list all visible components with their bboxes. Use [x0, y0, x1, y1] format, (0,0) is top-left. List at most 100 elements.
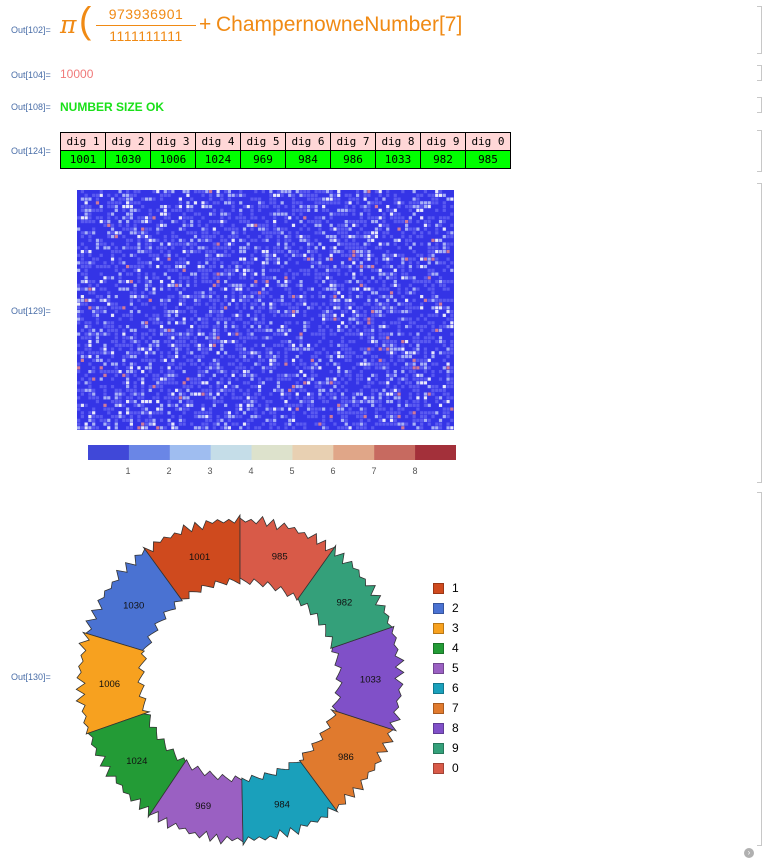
cell-bracket-108[interactable]: [757, 97, 762, 113]
donut-slice-label: 982: [336, 598, 352, 609]
donut-slice-label: 986: [338, 752, 354, 763]
donut-slice-label: 1024: [126, 756, 147, 767]
legend-swatch: [433, 682, 444, 694]
legend-swatch: [415, 445, 456, 460]
cell-bracket-102[interactable]: [757, 6, 762, 54]
legend-tick: 4: [248, 466, 254, 476]
champernowne-text: ChampernowneNumber[7]: [216, 13, 463, 36]
donut-slice-3: [75, 631, 151, 735]
legend-swatch: [433, 762, 444, 774]
digit-value: 1024: [195, 150, 241, 169]
cell-bracket-130[interactable]: [757, 492, 762, 846]
legend-label: 6: [452, 681, 459, 695]
digit-header-row: dig 1 dig 2 dig 3 dig 4 dig 5 dig 6 dig …: [60, 132, 511, 151]
out-label-104: Out[104]=: [11, 70, 51, 80]
legend-label: 1: [452, 581, 459, 595]
digit-donut-chart: 1001 1030 1006 1024 969 984 986 1033 982 985: [75, 513, 405, 847]
digit-value: 984: [285, 150, 331, 169]
legend-item-2: 2: [433, 598, 459, 618]
digit-value: 985: [465, 150, 511, 169]
legend-item-1: 1: [433, 578, 459, 598]
legend-tick: 2: [166, 466, 172, 476]
digit-value: 969: [240, 150, 286, 169]
donut-slice-label: 985: [272, 552, 288, 563]
out-label-130: Out[130]=: [11, 672, 51, 682]
legend-swatch: [128, 445, 171, 460]
color-legend-ticks: 1 2 3 4 5 6 7 8: [88, 466, 456, 478]
digit-header: dig 5: [240, 132, 286, 151]
legend-swatch: [374, 445, 416, 460]
donut-slice-label: 984: [274, 800, 290, 811]
digit-header: dig 6: [285, 132, 331, 151]
out-label-124: Out[124]=: [11, 146, 51, 156]
legend-swatch: [433, 622, 444, 634]
cell-bracket-104[interactable]: [757, 65, 762, 81]
legend-swatch: [433, 642, 444, 654]
fraction: 973936901 1111111111: [96, 6, 196, 44]
color-legend-bar: [88, 445, 456, 460]
legend-label: 3: [452, 621, 459, 635]
legend-swatch: [210, 445, 253, 460]
donut-slice-0: [239, 515, 336, 601]
legend-label: 9: [452, 741, 459, 755]
legend-label: 0: [452, 761, 459, 775]
legend-swatch: [333, 445, 375, 460]
digit-value: 982: [420, 150, 466, 169]
cell-bracket-129[interactable]: [757, 183, 762, 483]
donut-slice-label: 1001: [189, 552, 210, 563]
legend-swatch: [433, 742, 444, 754]
digit-value: 1033: [375, 150, 421, 169]
donut-slice-label: 1033: [360, 675, 381, 686]
legend-tick: 6: [330, 466, 336, 476]
legend-label: 2: [452, 601, 459, 615]
donut-slice-label: 1030: [123, 600, 144, 611]
donut-slice-label: 969: [195, 801, 211, 812]
pi-symbol: π: [60, 10, 77, 39]
digit-header: dig 0: [465, 132, 511, 151]
legend-item-0: 0: [433, 758, 459, 778]
out-label-108: Out[108]=: [11, 102, 51, 112]
digit-value: 986: [330, 150, 376, 169]
digit-header: dig 8: [375, 132, 421, 151]
out-label-129: Out[129]=: [11, 306, 51, 316]
legend-item-8: 8: [433, 718, 459, 738]
legend-label: 5: [452, 661, 459, 675]
digit-header: dig 3: [150, 132, 196, 151]
legend-tick: 5: [289, 466, 295, 476]
arrow-right-icon[interactable]: ›: [744, 848, 754, 858]
digit-count-table: dig 1 dig 2 dig 3 dig 4 dig 5 dig 6 dig …: [60, 132, 511, 169]
legend-swatch: [433, 582, 444, 594]
legend-tick: 3: [207, 466, 213, 476]
legend-swatch: [88, 445, 130, 460]
legend-item-3: 3: [433, 618, 459, 638]
donut-slice-7: [298, 708, 394, 811]
digit-value: 1030: [105, 150, 151, 169]
legend-item-4: 4: [433, 638, 459, 658]
output-108-value: NUMBER SIZE OK: [60, 100, 165, 114]
champernowne-call: ChampernowneNumber[7]: [216, 13, 462, 37]
open-paren: (: [79, 0, 92, 41]
digit-value: 1006: [150, 150, 196, 169]
cell-bracket-124[interactable]: [757, 130, 762, 172]
digit-value-row: 1001 1030 1006 1024 969 984 986 1033 982…: [60, 150, 511, 169]
legend-label: 7: [452, 701, 459, 715]
digit-array-plot: [77, 190, 454, 430]
legend-label: 4: [452, 641, 459, 655]
legend-swatch: [433, 722, 444, 734]
legend-item-5: 5: [433, 658, 459, 678]
legend-tick: 1: [125, 466, 131, 476]
digit-header: dig 7: [330, 132, 376, 151]
legend-swatch: [169, 445, 212, 460]
output-104-value: 10000: [60, 67, 94, 81]
donut-slice-label: 1006: [99, 679, 120, 690]
digit-header: dig 4: [195, 132, 241, 151]
legend-swatch: [433, 702, 444, 714]
fraction-denominator: 1111111111: [109, 28, 183, 44]
legend-swatch: [433, 662, 444, 674]
digit-value: 1001: [60, 150, 106, 169]
legend-item-7: 7: [433, 698, 459, 718]
fraction-numerator: 973936901: [96, 6, 196, 26]
digit-header: dig 2: [105, 132, 151, 151]
legend-swatch: [251, 445, 293, 460]
legend-swatch: [292, 445, 334, 460]
